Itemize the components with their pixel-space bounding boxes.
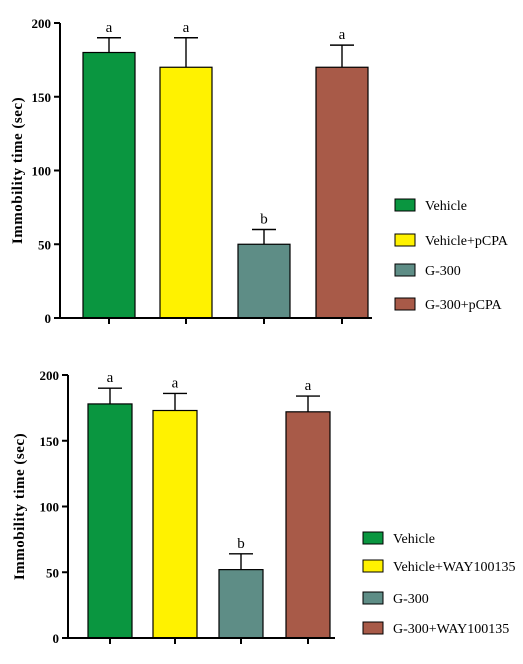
bar-1 [152, 409, 198, 639]
legend-label-1: Vehicle+WAY100135 [393, 560, 515, 575]
chart-way100135: a a b a 0 50 100 150 200 Immobility time (sec) Veh… [12, 368, 515, 646]
y-tick-label-4: 200 [32, 16, 52, 31]
y-tick-label-1: 50 [46, 565, 59, 580]
legend-label-1: Vehicle+pCPA [425, 234, 509, 249]
significance-label-0: a [107, 370, 114, 386]
legend-swatch-2 [394, 263, 416, 277]
y-tick-label-3: 150 [32, 90, 52, 105]
y-tick-label-1: 50 [38, 237, 51, 252]
significance-label-3: a [339, 27, 346, 43]
y-tick-label-2: 100 [32, 164, 52, 179]
y-tick-label-4: 200 [40, 368, 60, 383]
y-tick-label-3: 150 [40, 434, 60, 449]
y-tick-label-0: 0 [53, 631, 60, 646]
bar-0 [82, 51, 136, 319]
legend-swatch-1 [362, 559, 384, 573]
bar-3 [285, 411, 331, 639]
bar-1 [159, 66, 213, 319]
significance-label-2: b [260, 212, 268, 228]
legend-label-0: Vehicle [393, 532, 435, 547]
y-axis-label: Immobility time (sec) [10, 97, 26, 244]
legend-swatch-3 [394, 297, 416, 311]
bar-3 [315, 66, 369, 319]
legend-label-3: G-300+WAY100135 [393, 622, 509, 637]
y-tick-label-2: 100 [40, 500, 60, 515]
significance-label-1: a [172, 375, 179, 391]
y-axis-label: Immobility time (sec) [12, 433, 28, 580]
legend-label-3: G-300+pCPA [425, 298, 503, 313]
chart-pcpa: a a b a 0 50 100 150 200 Immobility time (sec) Veh… [10, 16, 509, 326]
legend-label-0: Vehicle [425, 199, 467, 214]
y-tick-label-0: 0 [45, 311, 52, 326]
significance-label-2: b [237, 536, 245, 552]
legend-label-2: G-300 [425, 264, 461, 279]
significance-label-0: a [106, 20, 113, 36]
significance-label-3: a [305, 378, 312, 394]
bar-2 [218, 569, 264, 639]
legend-swatch-0 [394, 198, 416, 212]
bar-2 [237, 243, 291, 319]
legend-swatch-2 [362, 591, 384, 605]
legend-swatch-0 [362, 531, 384, 545]
legend-swatch-3 [362, 621, 384, 635]
bar-0 [87, 403, 133, 639]
legend-label-2: G-300 [393, 592, 429, 607]
significance-label-1: a [183, 20, 190, 36]
legend-swatch-1 [394, 233, 416, 247]
